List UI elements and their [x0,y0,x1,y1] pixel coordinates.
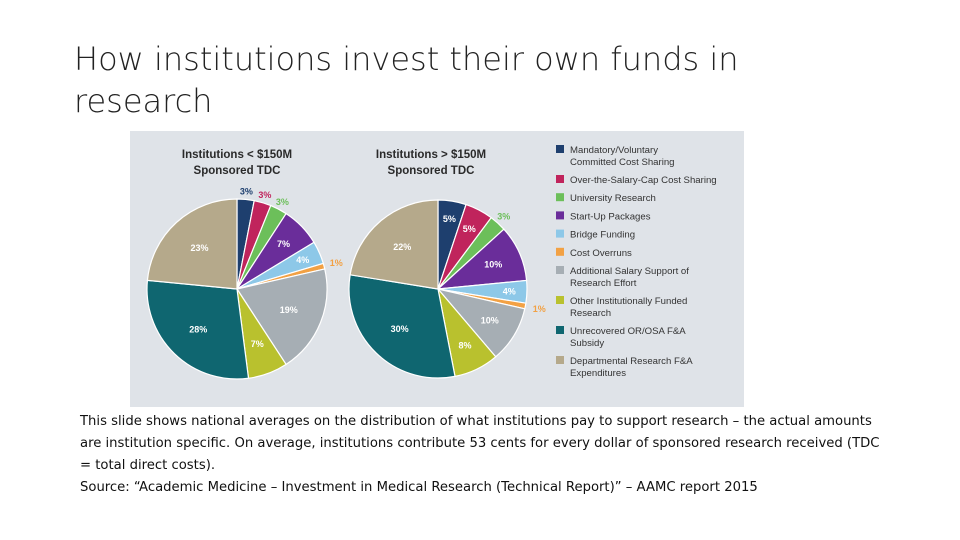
pie-1-label-3: 3% [276,197,289,207]
legend-swatch-3 [556,193,564,202]
legend-swatch-10 [556,356,564,364]
legend-swatch-8 [556,296,564,304]
chart-panel: Institutions < $150M Sponsored TDC 3% 3% 3% 7… [130,131,744,407]
pie-2-label-4: 10% [484,260,502,270]
pie-1-label-2: 3% [258,190,271,200]
pie-2-label-2: 5% [463,224,476,234]
pie-title-1-line-1: Institutions < $150M [182,149,292,161]
pie-1-label-5: 4% [296,255,309,265]
legend-label-8-line-1: Other Institutionally Funded [570,296,687,307]
pie-charts: Institutions < $150M Sponsored TDC 3% 3% 3% 7… [146,145,717,380]
pie-group-2: Institutions > $150M Sponsored TDC 5% 5% 3% 1… [348,149,546,379]
pie-1-label-10: 23% [190,243,208,253]
legend-label-9-line-1: Unrecovered OR/OSA F&A [570,326,686,337]
legend-label-7-line-1: Additional Salary Support of [570,266,689,277]
pie-2-label-7: 10% [481,316,499,326]
pie-1-slice-7 [236,268,328,366]
caption-source: Source: “Academic Medicine – Investment … [80,480,758,495]
legend-swatch-1 [556,145,564,153]
pie-1-label-6: 1% [330,258,343,268]
legend-swatch-4 [556,211,564,220]
legend-label-10-line-1: Departmental Research F&A [570,356,693,367]
pie-1-label-8: 7% [251,339,264,349]
legend-swatch-2 [556,175,564,183]
legend-swatch-9 [556,326,564,334]
legend-swatch-5 [556,229,564,238]
pie-2-slice-10 [349,199,439,290]
pie-2-label-6: 1% [533,304,546,314]
legend-label-6: Cost Overruns [570,248,632,259]
pie-2-label-9: 30% [391,324,409,334]
pie-title-2-line-2: Sponsored TDC [388,165,475,177]
legend-label-8-line-2: Research [570,308,611,319]
pie-1-slice-10 [146,198,238,290]
pie-1-label-4: 7% [277,239,290,249]
pie-2-label-8: 8% [458,340,471,350]
pie-1-slice-9 [146,279,250,380]
legend-label-1-line-2: Committed Cost Sharing [570,157,675,168]
legend-swatch-7 [556,266,564,274]
legend-label-2: Over-the-Salary-Cap Cost Sharing [570,175,717,186]
legend-label-7-line-2: Research Effort [570,278,637,289]
legend-label-1-line-1: Mandatory/Voluntary [570,145,658,156]
pie-2-slice-9 [348,274,456,379]
slide-title: How institutions invest their own funds … [74,40,739,120]
legend-label-5: Bridge Funding [570,230,635,241]
pie-title-2-line-1: Institutions > $150M [376,149,486,161]
pie-group-1: Institutions < $150M Sponsored TDC 3% 3% 3% 7… [146,149,343,380]
legend-label-10-line-2: Expenditures [570,368,626,379]
pie-1-label-1: 3% [240,187,253,197]
pie-title-1-line-2: Sponsored TDC [194,165,281,177]
pie-2-label-10: 22% [393,242,411,252]
pie-2-label-1: 5% [443,214,456,224]
pie-2-label-3: 3% [497,212,510,222]
pie-2-label-5: 4% [503,287,516,297]
pie-1-label-7: 19% [280,305,298,315]
caption-description: This slide shows national averages on th… [80,414,880,473]
caption: This slide shows national averages on th… [80,411,880,499]
pie-1-label-9: 28% [189,324,207,334]
legend-label-9-line-2: Subsidy [570,338,604,349]
legend-swatch-6 [556,247,564,256]
legend-label-4: Start-Up Packages [570,211,651,222]
legend-label-3: University Research [570,193,656,204]
